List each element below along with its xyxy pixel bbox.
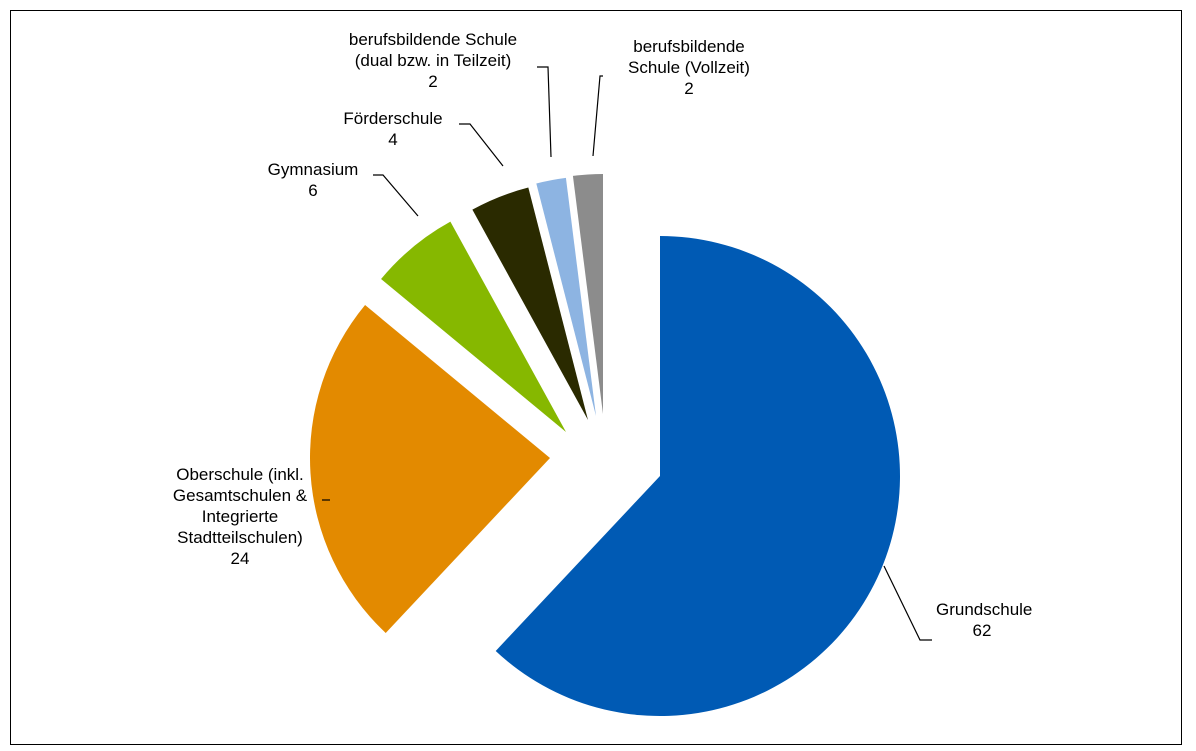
slice-value-label: 6: [308, 181, 317, 200]
slice-category-label: Förderschule: [343, 109, 442, 128]
slice-category-label: (dual bzw. in Teilzeit): [355, 51, 512, 70]
slice-label: Gymnasium 6: [268, 160, 359, 200]
leader-line: [883, 565, 932, 641]
slice-value-label: 4: [388, 130, 397, 149]
slice-category-label: berufsbildende: [633, 37, 745, 56]
slice-label: Grundschule 62: [936, 600, 1032, 640]
slice-label: berufsbildende Schule (dual bzw. in Teilz…: [349, 30, 517, 91]
slice-category-label: Schule (Vollzeit): [628, 58, 750, 77]
leader-line: [592, 75, 603, 157]
slice-value-label: 2: [428, 72, 437, 91]
pie-slice: [472, 187, 588, 420]
slice-category-label: Gymnasium: [268, 160, 359, 179]
leader-line: [459, 123, 504, 167]
slice-label: berufsbildende Schule (Vollzeit) 2: [628, 37, 750, 98]
slice-category-label: Integrierte: [202, 507, 279, 526]
pie-slice: [572, 174, 603, 414]
slice-label: Förderschule 4: [343, 109, 442, 149]
slice-value-label: 2: [684, 79, 693, 98]
pie-slice: [381, 221, 566, 432]
slice-category-label: berufsbildende Schule: [349, 30, 517, 49]
slice-label: Oberschule (inkl. Gesamtschulen & Integrie…: [173, 465, 308, 568]
slice-category-label: Stadtteilschulen): [177, 528, 303, 547]
slice-category-label: Gesamtschulen &: [173, 486, 308, 505]
slice-value-label: 24: [231, 549, 250, 568]
slice-category-label: Grundschule: [936, 600, 1032, 619]
slice-value-label: 62: [973, 621, 992, 640]
leader-line: [373, 174, 419, 217]
pie-slice: [495, 236, 901, 716]
leader-line: [537, 66, 552, 158]
pie-slice: [536, 177, 596, 416]
slice-category-label: Oberschule (inkl.: [176, 465, 304, 484]
pie-slice: [309, 305, 550, 633]
